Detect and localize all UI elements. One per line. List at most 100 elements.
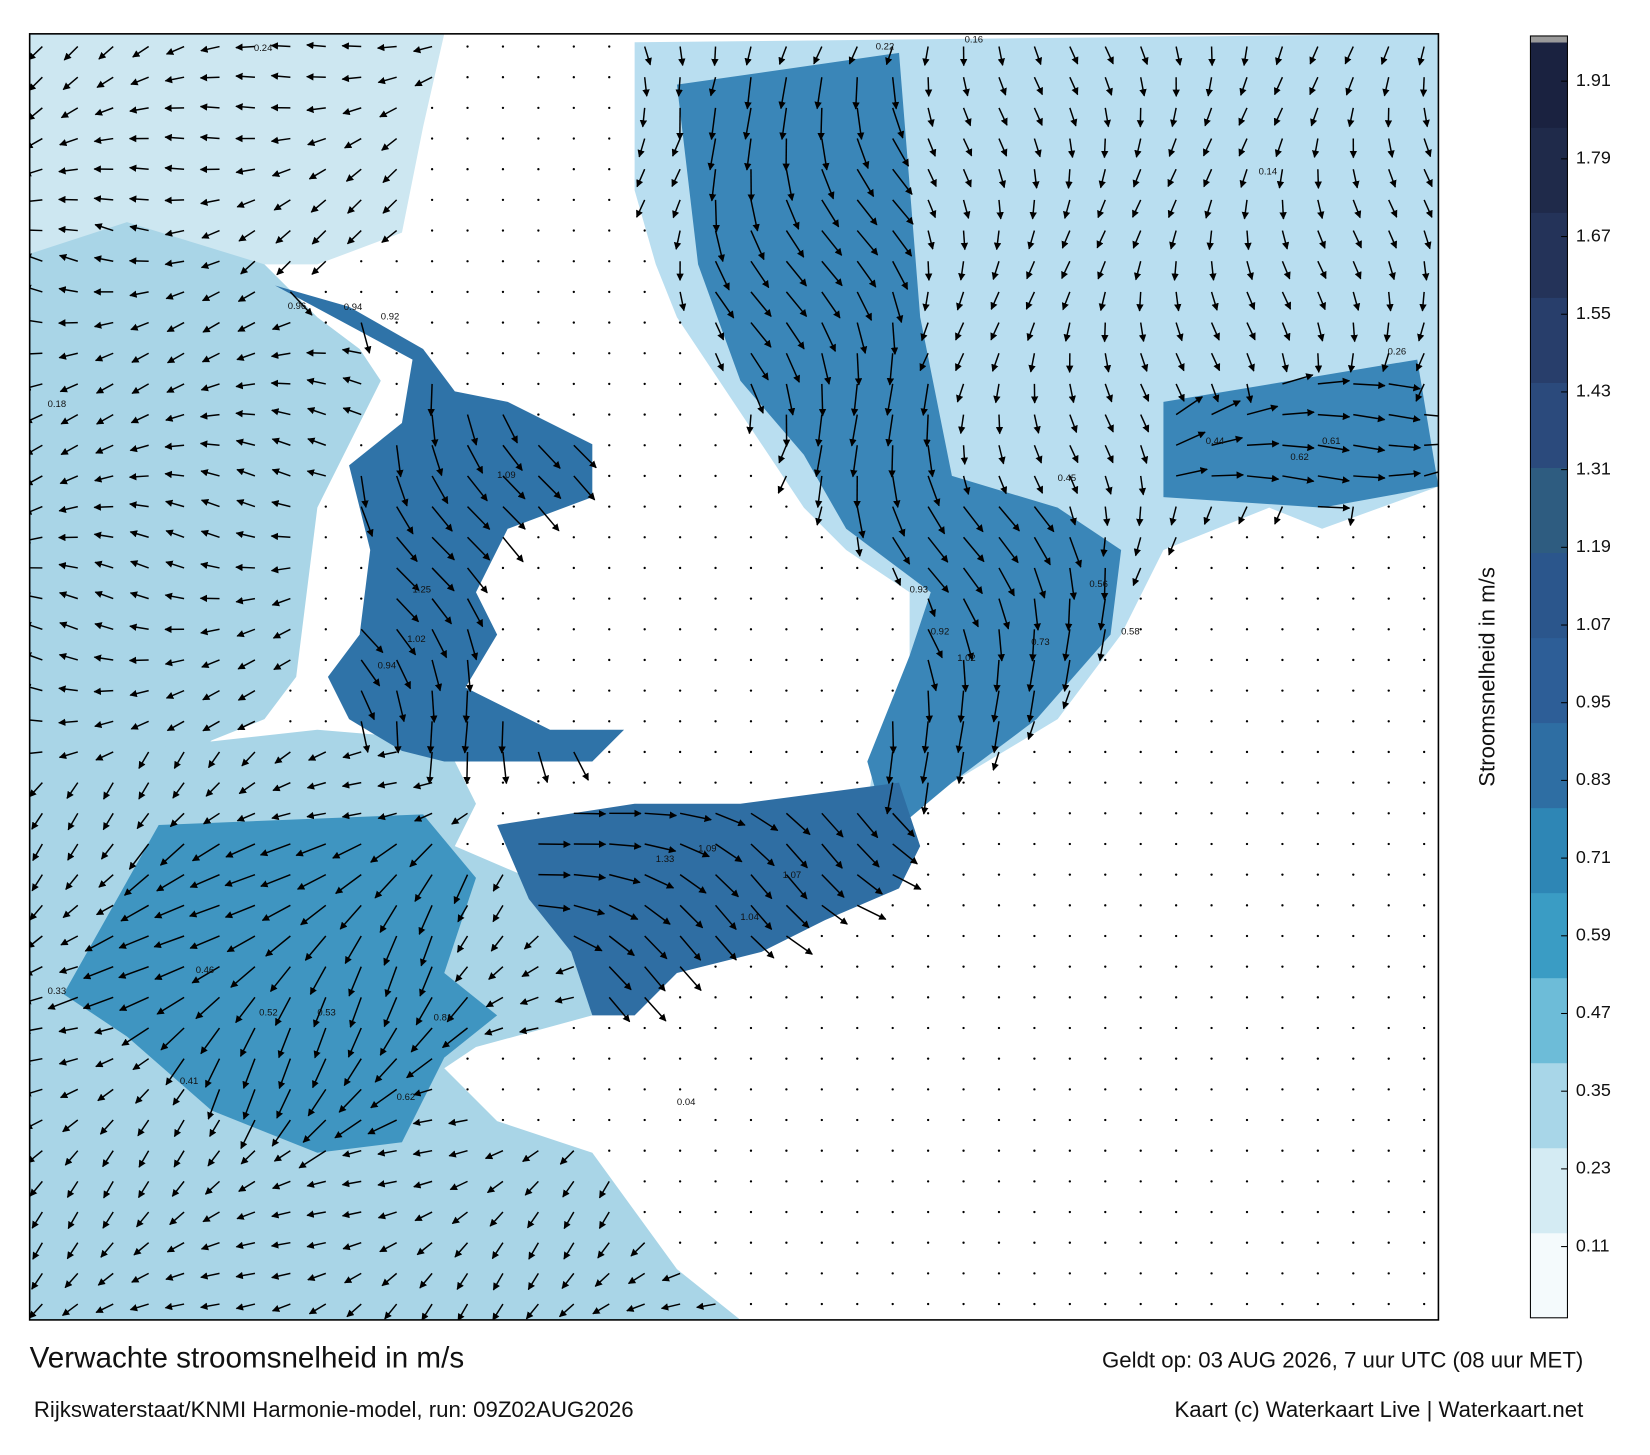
colorbar-band xyxy=(1530,978,1567,1064)
grid-dot xyxy=(1175,966,1177,968)
grid-dot xyxy=(750,1027,752,1029)
grid-dot xyxy=(998,904,1000,906)
colorbar-tick-label: 1.43 xyxy=(1576,381,1611,401)
grid-dot xyxy=(1140,1088,1142,1090)
grid-dot xyxy=(537,689,539,691)
grid-dot xyxy=(1140,904,1142,906)
grid-dot xyxy=(785,996,787,998)
grid-dot xyxy=(1140,1119,1142,1121)
grid-dot xyxy=(998,935,1000,937)
grid-dot xyxy=(1033,1119,1035,1121)
grid-dot xyxy=(608,1150,610,1152)
grid-dot xyxy=(750,628,752,630)
grid-dot xyxy=(1352,1027,1354,1029)
grid-dot xyxy=(1246,1088,1248,1090)
grid-dot xyxy=(927,1027,929,1029)
grid-dot xyxy=(1317,1242,1319,1244)
grid-dot xyxy=(1423,659,1425,661)
grid-dot xyxy=(1175,628,1177,630)
grid-dot xyxy=(856,996,858,998)
grid-dot xyxy=(1069,904,1071,906)
grid-dot xyxy=(1033,1027,1035,1029)
grid-dot xyxy=(1175,996,1177,998)
grid-dot xyxy=(502,1058,504,1060)
grid-dot xyxy=(1423,843,1425,845)
grid-dot xyxy=(750,781,752,783)
grid-dot xyxy=(1210,567,1212,569)
grid-dot xyxy=(1104,1272,1106,1274)
grid-dot xyxy=(466,1058,468,1060)
grid-dot xyxy=(644,1058,646,1060)
grid-dot xyxy=(714,444,716,446)
grid-dot xyxy=(785,659,787,661)
grid-dot xyxy=(360,567,362,569)
grid-dot xyxy=(1033,1058,1035,1060)
grid-dot xyxy=(785,536,787,538)
grid-dot xyxy=(395,352,397,354)
grid-dot xyxy=(573,383,575,385)
grid-dot xyxy=(1175,1272,1177,1274)
grid-dot xyxy=(1140,1058,1142,1060)
grid-dot xyxy=(1175,1242,1177,1244)
grid-dot xyxy=(537,291,539,293)
grid-dot xyxy=(1140,1180,1142,1182)
grid-dot xyxy=(644,597,646,599)
grid-dot xyxy=(1388,781,1390,783)
grid-dot xyxy=(927,1150,929,1152)
grid-dot xyxy=(679,321,681,323)
grid-dot xyxy=(1210,659,1212,661)
grid-dot xyxy=(502,567,504,569)
grid-dot xyxy=(1140,597,1142,599)
grid-dot xyxy=(679,659,681,661)
grid-dot xyxy=(1246,597,1248,599)
grid-dot xyxy=(856,781,858,783)
grid-dot xyxy=(962,873,964,875)
grid-dot xyxy=(1388,1180,1390,1182)
current-arrow xyxy=(200,77,219,78)
grid-dot xyxy=(1140,1211,1142,1213)
grid-dot xyxy=(466,352,468,354)
grid-dot xyxy=(785,781,787,783)
colorbar-tick-label: 0.83 xyxy=(1576,769,1611,789)
grid-dot xyxy=(750,505,752,507)
grid-dot xyxy=(1317,536,1319,538)
current-arrow xyxy=(94,691,113,692)
grid-dot xyxy=(998,1180,1000,1182)
grid-dot xyxy=(1423,966,1425,968)
grid-dot xyxy=(608,751,610,753)
grid-dot xyxy=(856,751,858,753)
current-arrow xyxy=(999,415,1000,434)
grid-dot xyxy=(1281,935,1283,937)
grid-dot xyxy=(573,536,575,538)
grid-dot xyxy=(1175,659,1177,661)
speed-label: 0.53 xyxy=(317,1007,335,1018)
speed-label: 0.92 xyxy=(931,627,950,638)
grid-dot xyxy=(1352,873,1354,875)
grid-dot xyxy=(892,1088,894,1090)
grid-dot xyxy=(785,505,787,507)
grid-dot xyxy=(821,1088,823,1090)
grid-dot xyxy=(1069,751,1071,753)
grid-dot xyxy=(573,1119,575,1121)
grid-dot xyxy=(1140,720,1142,722)
grid-dot xyxy=(1281,1180,1283,1182)
grid-dot xyxy=(537,628,539,630)
grid-dot xyxy=(325,628,327,630)
grid-dot xyxy=(1140,843,1142,845)
grid-dot xyxy=(1210,720,1212,722)
grid-dot xyxy=(1210,1242,1212,1244)
grid-dot xyxy=(1281,843,1283,845)
grid-dot xyxy=(927,1303,929,1305)
grid-dot xyxy=(431,260,433,262)
grid-dot xyxy=(927,1088,929,1090)
grid-dot xyxy=(1175,597,1177,599)
speed-label: 0.94 xyxy=(378,660,397,671)
grid-dot xyxy=(325,291,327,293)
grid-dot xyxy=(502,1119,504,1121)
grid-dot xyxy=(1175,1180,1177,1182)
grid-dot xyxy=(856,1242,858,1244)
grid-dot xyxy=(325,659,327,661)
grid-dot xyxy=(1140,1027,1142,1029)
grid-dot xyxy=(1423,536,1425,538)
